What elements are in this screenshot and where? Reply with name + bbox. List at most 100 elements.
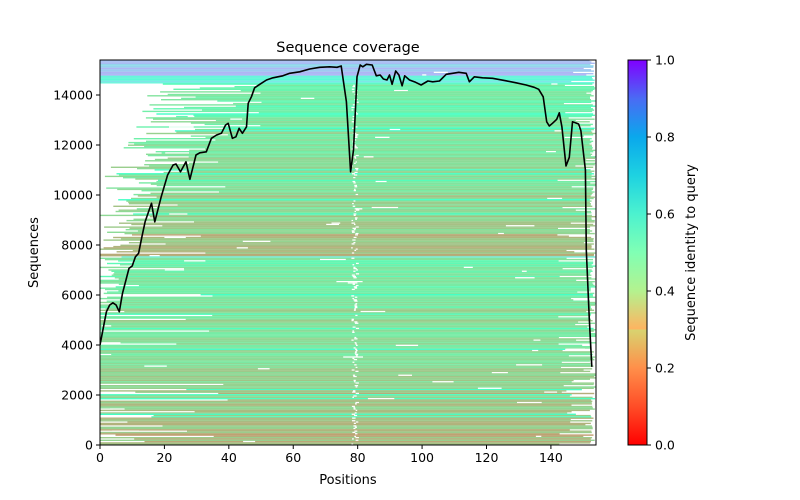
- heatmap-row: [123, 177, 592, 179]
- heatmap-gap: [353, 266, 356, 269]
- heatmap-gap: [352, 330, 355, 332]
- heatmap-gap: [355, 226, 359, 228]
- heatmap-gap: [355, 167, 359, 170]
- heatmap-gap: [351, 443, 354, 445]
- heatmap-row: [193, 114, 595, 116]
- heatmap-gap: [352, 396, 354, 399]
- heatmap-row: [108, 269, 592, 271]
- heatmap-row: [217, 100, 596, 102]
- y-tick-label: 8000: [61, 238, 93, 253]
- heatmap-gap: [355, 348, 358, 350]
- heatmap-row: [153, 217, 592, 219]
- heatmap-row: [186, 170, 595, 172]
- heatmap-gap: [354, 162, 356, 165]
- heatmap-gap: [355, 439, 359, 441]
- heatmap-row: [189, 149, 596, 152]
- heatmap-row: [150, 121, 590, 123]
- heatmap-gap: [351, 230, 355, 232]
- heatmap-gap: [354, 426, 357, 428]
- heatmap-gap: [355, 437, 359, 439]
- heatmap-row: [138, 284, 595, 287]
- heatmap-row: [100, 305, 591, 308]
- heatmap-row: [100, 313, 592, 315]
- heatmap-row: [100, 431, 592, 434]
- heatmap-gap: [320, 258, 346, 261]
- heatmap-row: [100, 307, 591, 309]
- heatmap-row: [127, 421, 571, 423]
- heatmap-row: [123, 147, 593, 149]
- heatmap-row: [205, 252, 596, 254]
- heatmap-row: [100, 373, 596, 375]
- heatmap-gap: [352, 231, 355, 233]
- heatmap-gap: [354, 188, 356, 191]
- heatmap-gap: [354, 171, 358, 174]
- heatmap-gap: [352, 275, 356, 278]
- heatmap-row: [100, 387, 594, 389]
- heatmap-row: [118, 290, 591, 292]
- heatmap-row: [227, 399, 592, 401]
- heatmap-gap: [353, 407, 356, 409]
- heatmap-gap: [355, 386, 358, 388]
- heatmap-row: [103, 292, 595, 295]
- x-tick-label: 20: [156, 450, 172, 465]
- heatmap-row: [100, 322, 595, 324]
- x-tick-label: 100: [410, 450, 434, 465]
- heatmap-row: [184, 268, 563, 270]
- heatmap-gap: [353, 236, 357, 239]
- heatmap-row: [128, 201, 590, 204]
- heatmap-gap: [354, 287, 358, 289]
- heatmap-gap: [546, 151, 556, 153]
- heatmap-gap: [354, 210, 356, 213]
- heatmap-row: [100, 340, 591, 343]
- heatmap-gap: [352, 283, 355, 285]
- heatmap-gap: [354, 147, 358, 149]
- heatmap-gap: [353, 229, 356, 231]
- heatmap-gap: [352, 205, 356, 207]
- heatmap-row: [156, 196, 595, 198]
- heatmap-row: [136, 208, 596, 210]
- y-tick-label: 6000: [61, 288, 93, 303]
- heatmap-gap: [352, 417, 356, 419]
- heatmap-gap: [351, 320, 354, 322]
- heatmap-gap: [355, 209, 360, 211]
- heatmap-row: [100, 287, 591, 289]
- heatmap-gap: [355, 355, 358, 357]
- x-tick-label: 0: [96, 450, 104, 465]
- heatmap-gap: [351, 318, 354, 321]
- heatmap-row: [144, 145, 592, 148]
- heatmap-row: [100, 357, 594, 360]
- heatmap-gap: [112, 430, 139, 432]
- heatmap-gap: [355, 401, 359, 404]
- heatmap-gap: [352, 391, 356, 393]
- heatmap-gap: [532, 349, 539, 352]
- heatmap-row: [154, 169, 591, 171]
- heatmap-gap: [353, 242, 356, 244]
- heatmap-row: [100, 390, 567, 392]
- heatmap-row: [100, 395, 570, 397]
- heatmap-gap: [353, 84, 355, 87]
- heatmap-row: [118, 283, 594, 285]
- heatmap-row: [100, 275, 560, 278]
- heatmap-gap: [356, 344, 358, 347]
- heatmap-row: [134, 261, 594, 263]
- heatmap-row: [137, 167, 585, 170]
- heatmap-gap: [498, 232, 504, 235]
- heatmap-row: [111, 270, 593, 272]
- heatmap-row: [100, 301, 596, 304]
- heatmap-row: [190, 122, 575, 124]
- heatmap-row: [111, 274, 592, 276]
- heatmap-gap: [355, 154, 359, 157]
- heatmap-row: [133, 218, 592, 220]
- heatmap-gap: [394, 89, 408, 92]
- heatmap-row: [132, 234, 558, 236]
- heatmap-row: [100, 70, 594, 72]
- heatmap-row: [260, 125, 591, 127]
- heatmap-row: [100, 405, 593, 408]
- heatmap-gap: [343, 356, 363, 358]
- heatmap-gap: [187, 115, 195, 118]
- heatmap-gap: [463, 266, 473, 269]
- heatmap-gap: [355, 353, 359, 356]
- heatmap-row: [100, 66, 594, 68]
- heatmap-gap: [353, 309, 356, 311]
- heatmap-row: [100, 382, 595, 384]
